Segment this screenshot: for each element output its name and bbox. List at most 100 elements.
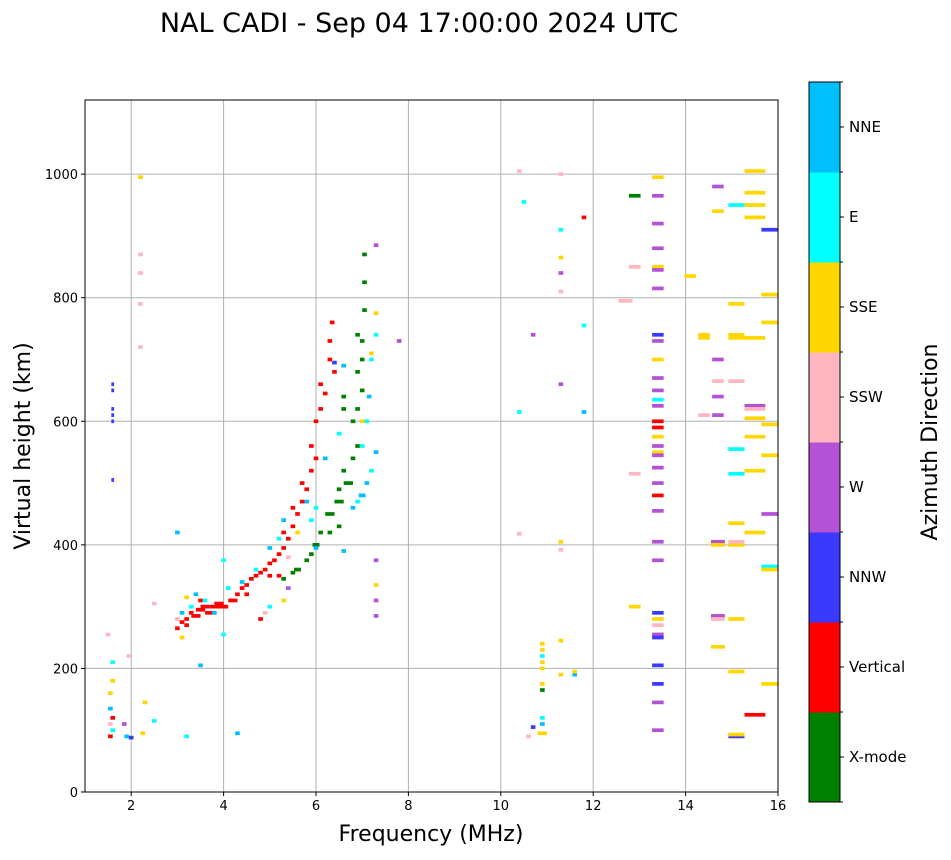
data-point-sse (728, 732, 745, 737)
data-point-xmode (334, 499, 344, 504)
colorbar-tick-label: SSW (849, 388, 883, 406)
data-point-e (188, 604, 194, 609)
data-point-vertical (322, 391, 328, 396)
data-point-xmode (540, 688, 545, 692)
data-point-xmode (304, 558, 310, 563)
data-point-vertical (108, 734, 113, 739)
data-point-w (121, 722, 127, 726)
data-point-sse (744, 190, 766, 195)
data-point-sse (728, 617, 745, 621)
data-point-nnw (652, 332, 664, 337)
data-point-sse (684, 274, 696, 278)
data-point-nne (341, 363, 347, 368)
data-point-e (373, 332, 379, 337)
data-point-e (225, 586, 231, 590)
data-point-nne (358, 493, 366, 498)
data-point-xmode (355, 444, 360, 448)
colorbar-segment (809, 712, 840, 803)
data-point-nne (364, 481, 370, 485)
data-point-ssw (711, 617, 725, 621)
data-point-sse (728, 332, 745, 337)
data-point-vertical (581, 215, 587, 220)
data-point-xmode (318, 530, 323, 535)
data-point-vertical (228, 598, 238, 603)
chart-title: NAL CADI - Sep 04 17:00:00 2024 UTC (160, 8, 678, 39)
data-point-nnw (652, 610, 664, 615)
data-point-xmode (350, 456, 356, 461)
data-point-w (712, 413, 724, 417)
data-point-xmode (290, 570, 296, 575)
data-point-vertical (249, 576, 254, 581)
data-point-w (711, 539, 725, 544)
data-point-w (652, 193, 664, 198)
data-point-e (728, 471, 745, 476)
data-point-vertical (313, 456, 319, 461)
data-point-w (712, 394, 724, 399)
data-point-w (652, 268, 664, 272)
x-axis-ticks: 2 4 6 8 10 12 14 16 (127, 792, 786, 814)
data-point-nne (179, 610, 185, 615)
data-point-sse (138, 175, 143, 180)
data-point-nnw (111, 388, 115, 393)
data-point-nnw (332, 360, 337, 365)
data-point-e (558, 227, 564, 232)
data-point-vertical (235, 592, 240, 597)
data-point-w (558, 271, 564, 275)
data-point-vertical (327, 357, 333, 362)
data-point-vertical (244, 592, 250, 597)
data-point-vertical (218, 604, 229, 609)
data-point-vertical (195, 607, 206, 612)
data-point-w (652, 453, 664, 458)
data-point-e (309, 518, 314, 522)
data-point-sse (558, 539, 564, 544)
data-point-nne (366, 394, 372, 399)
data-point-ssw (526, 734, 531, 739)
data-point-vertical (652, 425, 664, 430)
data-point-ssw (285, 555, 291, 560)
data-point-sse (540, 648, 545, 652)
data-point-nne (572, 672, 578, 677)
data-point-w (652, 376, 664, 380)
data-point-ssw (629, 471, 641, 476)
data-point-sse (652, 434, 664, 439)
colorbar-segment (809, 442, 840, 533)
y-tick-label: 1000 (45, 168, 78, 183)
data-point-e (110, 728, 116, 733)
data-point-sse (558, 672, 564, 677)
data-point-nne (175, 530, 180, 535)
data-point-xmode (312, 543, 320, 547)
data-point-e (313, 505, 319, 510)
data-point-vertical (329, 320, 335, 325)
data-point-vertical (309, 468, 314, 473)
data-point-xmode (281, 576, 286, 581)
data-point-sse (761, 567, 778, 572)
data-point-vertical (258, 617, 263, 621)
data-point-sse (728, 521, 745, 526)
data-point-ssw (728, 539, 745, 544)
data-point-xmode (327, 530, 333, 535)
data-point-ssw (728, 379, 745, 383)
data-point-xmode (309, 552, 314, 556)
colorbar-tick-label: X-mode (849, 748, 906, 766)
data-point-vertical (281, 530, 286, 535)
data-point-nnw (111, 419, 115, 424)
data-point-xmode (341, 394, 347, 399)
data-point-vertical (309, 444, 314, 448)
data-point-nne (281, 518, 286, 522)
data-point-nne (124, 734, 129, 739)
data-point-sse (652, 175, 664, 180)
data-point-xmode (359, 357, 365, 362)
data-point-vertical (110, 716, 116, 720)
data-point-xmode (325, 512, 335, 516)
data-point-e (221, 558, 226, 563)
data-point-sse (281, 598, 286, 603)
data-point-xmode (362, 280, 367, 285)
data-point-vertical (304, 487, 310, 492)
data-point-sse (110, 678, 116, 683)
data-point-e (369, 468, 374, 473)
data-point-sse (761, 320, 778, 325)
data-point-xmode (359, 388, 365, 393)
data-point-e (184, 734, 189, 739)
data-point-nnw (111, 413, 115, 417)
data-point-sse (558, 255, 564, 260)
